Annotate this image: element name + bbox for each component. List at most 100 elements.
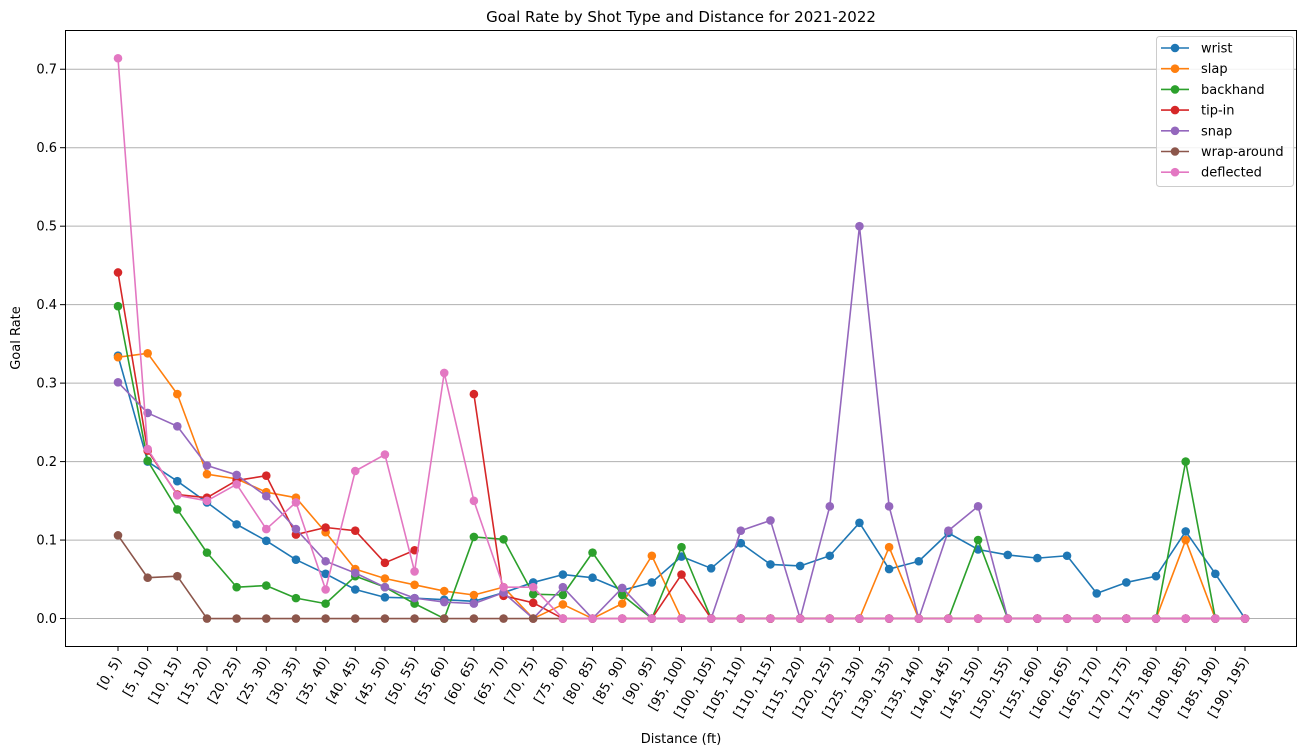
- data-point: [261, 471, 271, 481]
- data-point: [1062, 614, 1072, 623]
- data-point: [410, 593, 419, 603]
- legend-marker: [1170, 85, 1180, 94]
- data-point: [1151, 614, 1161, 623]
- data-point: [469, 614, 479, 623]
- legend-item-wrist: wrist: [1161, 42, 1232, 57]
- data-point: [291, 524, 301, 534]
- data-point: [350, 466, 360, 476]
- data-point: [647, 614, 657, 623]
- chart-title: Goal Rate by Shot Type and Distance for …: [486, 8, 876, 26]
- data-point: [617, 599, 627, 608]
- data-point: [588, 548, 597, 557]
- data-point: [291, 555, 301, 564]
- data-point: [439, 586, 449, 596]
- data-point: [469, 590, 479, 600]
- data-point: [173, 421, 182, 431]
- data-point: [1181, 457, 1190, 466]
- data-point: [410, 567, 419, 576]
- legend-item-snap: snap: [1161, 124, 1232, 139]
- legend-label: slap: [1201, 62, 1228, 77]
- data-point: [173, 571, 182, 581]
- data-point: [202, 469, 212, 479]
- data-point: [291, 614, 301, 623]
- data-point: [944, 526, 953, 535]
- data-point: [825, 502, 835, 511]
- data-point: [706, 564, 716, 573]
- data-point: [202, 496, 212, 506]
- data-point: [558, 600, 568, 609]
- data-point: [973, 502, 983, 511]
- data-point: [321, 523, 330, 532]
- data-point: [499, 614, 508, 623]
- data-point: [944, 614, 953, 623]
- data-point: [173, 491, 182, 500]
- data-point: [350, 526, 360, 535]
- data-point: [321, 614, 330, 623]
- series-deflected: [113, 53, 1250, 623]
- data-point: [439, 368, 449, 378]
- data-point: [588, 573, 597, 583]
- data-point: [528, 598, 538, 608]
- data-point: [113, 268, 123, 277]
- data-point: [1003, 614, 1013, 623]
- data-point: [914, 556, 924, 566]
- data-point: [766, 516, 775, 525]
- data-point: [558, 590, 568, 600]
- data-point: [113, 531, 123, 540]
- data-point: [350, 585, 360, 594]
- data-point: [1211, 569, 1220, 579]
- data-point: [410, 580, 419, 590]
- data-point: [825, 551, 835, 561]
- data-point: [469, 599, 479, 608]
- data-point: [173, 476, 182, 486]
- data-point: [380, 558, 390, 568]
- data-point: [528, 614, 538, 623]
- data-point: [261, 524, 271, 534]
- y-tick-label: 0.5: [36, 220, 57, 235]
- data-point: [143, 573, 152, 583]
- legend-marker: [1170, 64, 1180, 73]
- y-tick-label: 0.3: [36, 377, 57, 392]
- data-point: [1181, 527, 1190, 536]
- data-point: [617, 590, 627, 600]
- data-point: [143, 349, 152, 358]
- data-point: [973, 535, 983, 545]
- y-tick-label: 0.6: [36, 141, 57, 156]
- data-point: [736, 526, 746, 535]
- data-point: [914, 614, 924, 623]
- data-point: [1092, 614, 1102, 623]
- data-point: [677, 542, 686, 552]
- data-point: [795, 614, 805, 623]
- series-layer: [113, 53, 1250, 623]
- data-point: [647, 551, 657, 561]
- legend-label: backhand: [1201, 83, 1265, 98]
- data-point: [499, 582, 508, 592]
- data-point: [469, 496, 479, 506]
- data-point: [350, 614, 360, 623]
- data-point: [1240, 614, 1250, 623]
- data-point: [973, 614, 983, 623]
- y-tick-label: 0.1: [36, 534, 57, 549]
- data-point: [1092, 589, 1102, 598]
- data-point: [855, 518, 864, 528]
- data-point: [736, 538, 746, 548]
- data-point: [380, 593, 390, 602]
- data-point: [261, 491, 271, 501]
- data-point: [1033, 614, 1042, 623]
- y-tick-label: 0.0: [36, 612, 57, 627]
- data-point: [766, 560, 775, 569]
- legend-item-deflected: deflected: [1161, 166, 1262, 181]
- data-point: [647, 578, 657, 587]
- data-point: [1211, 614, 1220, 623]
- data-point: [884, 564, 894, 574]
- data-point: [232, 520, 241, 529]
- series-line: [473, 393, 564, 620]
- legend-label: tip-in: [1201, 104, 1235, 119]
- data-point: [350, 568, 360, 578]
- data-point: [173, 389, 182, 399]
- data-point: [884, 542, 894, 552]
- data-point: [261, 581, 271, 590]
- legend-item-tip-in: tip-in: [1161, 104, 1235, 119]
